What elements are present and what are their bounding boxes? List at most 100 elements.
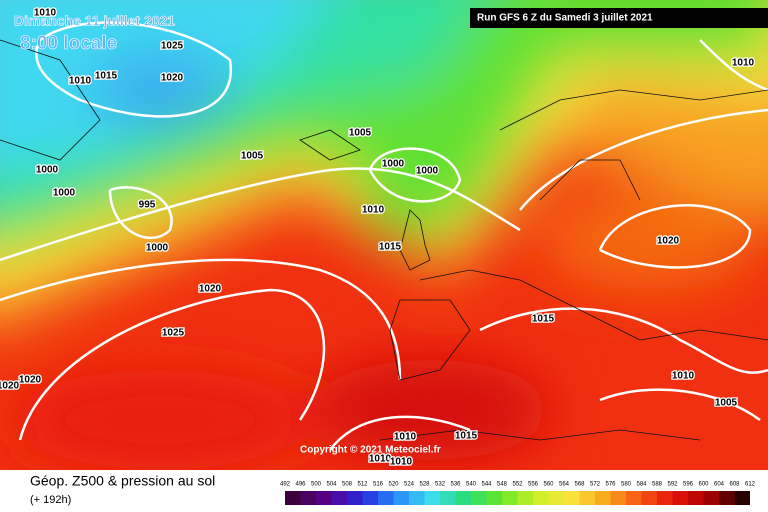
scale-swatch	[734, 491, 750, 505]
scale-label: 520	[388, 482, 399, 488]
scale-swatch	[502, 491, 518, 505]
isobar-label: 1025	[162, 328, 185, 339]
isobar-lines	[0, 21, 768, 451]
scale-swatch	[378, 491, 394, 505]
scale-label: 492	[280, 482, 291, 488]
scale-label: 516	[373, 482, 384, 488]
scale-label: 548	[497, 482, 508, 488]
scale-label: 504	[326, 482, 337, 488]
scale-swatch	[688, 491, 704, 505]
isobar-label: 1020	[0, 381, 20, 392]
isobar-label: 1010	[69, 76, 92, 87]
copyright: Copyright © 2021 Meteociel.fr	[300, 445, 441, 456]
scale-label: 512	[357, 482, 368, 488]
scale-swatch	[548, 491, 564, 505]
scale-label: 584	[636, 482, 647, 488]
scale-label: 528	[419, 482, 430, 488]
scale-swatch	[517, 491, 533, 505]
scale-swatch	[486, 491, 502, 505]
scale-swatch	[285, 491, 301, 505]
isobar-label: 1010	[394, 432, 417, 443]
isobar-label: 1000	[416, 166, 439, 177]
isobar-label: 1015	[95, 71, 118, 82]
scale-label: 580	[621, 482, 632, 488]
isobar-label: 1005	[349, 128, 372, 139]
scale-swatch	[626, 491, 642, 505]
scale-swatch	[455, 491, 471, 505]
scale-swatch	[719, 491, 735, 505]
scale-label: 508	[342, 482, 353, 488]
scale-swatch	[564, 491, 580, 505]
scale-swatch	[672, 491, 688, 505]
isobar-label: 1020	[657, 236, 680, 247]
scale-swatch	[409, 491, 425, 505]
scale-label: 500	[311, 482, 322, 488]
isobar-label: 1020	[199, 284, 222, 295]
scale-label: 596	[683, 482, 694, 488]
scale-swatch	[393, 491, 409, 505]
scale-label: 576	[605, 482, 616, 488]
isobar-label: 1010	[390, 457, 413, 468]
isobar-label: 1020	[19, 375, 42, 386]
scale-swatch	[347, 491, 363, 505]
scale-swatch	[595, 491, 611, 505]
isobar-label: 1025	[161, 41, 184, 52]
scale-label: 568	[574, 482, 585, 488]
scale-swatch	[610, 491, 626, 505]
run-info: Run GFS 6 Z du Samedi 3 juillet 2021	[477, 13, 653, 24]
scale-swatch	[533, 491, 549, 505]
scale-label: 572	[590, 482, 601, 488]
scale-swatch	[424, 491, 440, 505]
scale-swatch	[362, 491, 378, 505]
scale-swatch	[703, 491, 719, 505]
time: 8:00 locale	[20, 33, 117, 54]
isobar-label: 1010	[362, 205, 385, 216]
color-scale: 492 496 500 504 508 512 516 520 524 528 532 536 540 5…	[280, 482, 756, 505]
scale-label: 612	[745, 482, 756, 488]
run-box	[470, 8, 768, 28]
scale-swatch	[579, 491, 595, 505]
scale-swatch	[440, 491, 456, 505]
scale-label: 564	[559, 482, 570, 488]
isobar-label: 1020	[161, 73, 184, 84]
isobar-label: 1000	[382, 159, 405, 170]
coastlines	[0, 39, 768, 441]
scale-label: 608	[729, 482, 740, 488]
isobar-label: 1005	[241, 151, 264, 162]
scale-swatch	[316, 491, 332, 505]
scale-label: 592	[667, 482, 678, 488]
date: Dimanche 11 juillet 2021	[14, 13, 175, 29]
scale-swatch	[331, 491, 347, 505]
isobar-label: 1010	[732, 58, 755, 69]
scale-label: 496	[295, 482, 306, 488]
scale-label: 544	[481, 482, 492, 488]
isobar-label: 1015	[532, 314, 555, 325]
scale-swatch	[300, 491, 316, 505]
scale-swatch	[471, 491, 487, 505]
lead-time: (+ 192h)	[30, 494, 71, 506]
scale-swatch	[657, 491, 673, 505]
scale-label: 560	[543, 482, 554, 488]
scale-label: 600	[698, 482, 709, 488]
isobar-label: 1010	[369, 454, 392, 465]
isobar-label: 995	[139, 200, 156, 211]
scale-label: 552	[512, 482, 523, 488]
isobar-label: 1000	[146, 243, 169, 254]
scale-label: 532	[435, 482, 446, 488]
isobar-label: 1010	[34, 8, 57, 19]
footer-title: Géop. Z500 & pression au sol	[30, 473, 215, 489]
isobar-label: 1005	[715, 398, 738, 409]
scale-label: 556	[528, 482, 539, 488]
isobar-label: 1000	[36, 165, 59, 176]
isobar-label: 1015	[455, 431, 478, 442]
scale-label: 536	[450, 482, 461, 488]
scale-label: 588	[652, 482, 663, 488]
scale-swatch	[641, 491, 657, 505]
isobar-label: 1010	[672, 371, 695, 382]
isobar-label: 1015	[379, 242, 402, 253]
scale-label: 604	[714, 482, 725, 488]
isobar-label: 1000	[53, 188, 76, 199]
scale-label: 540	[466, 482, 477, 488]
